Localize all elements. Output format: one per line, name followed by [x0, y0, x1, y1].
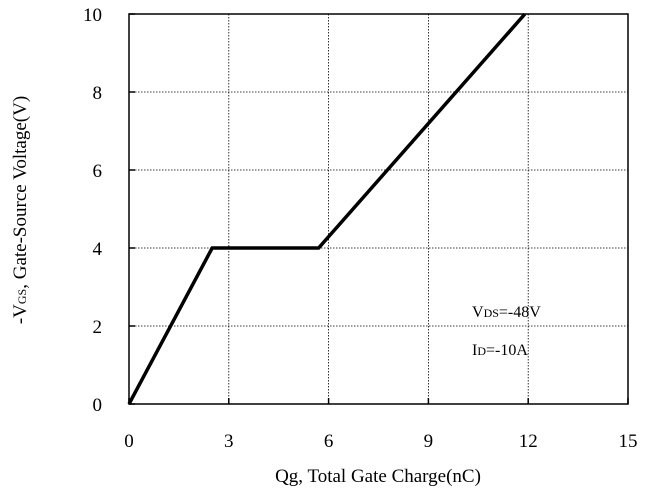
- id-annotation: ID=-10A: [472, 342, 528, 359]
- vds-prefix: V: [472, 304, 484, 321]
- vds-suffix: =-48V: [499, 304, 541, 321]
- x-tick-label: 6: [324, 431, 334, 452]
- y-tick-label: 10: [83, 5, 102, 26]
- tick-marks: [128, 13, 629, 405]
- id-subscript: D: [477, 344, 486, 358]
- y-tick-label: 6: [93, 161, 103, 182]
- gate-voltage-curve: [127, 12, 527, 405]
- vds-annotation: VDS=-48V: [472, 304, 541, 321]
- plot-frame: [128, 13, 629, 405]
- y-tick-label: 4: [93, 239, 103, 260]
- y-axis-label-subscript: GS: [15, 289, 29, 304]
- y-axis-label: -VGS, Gate-Source Voltage(V): [10, 96, 31, 324]
- y-axis-label-prefix: -V: [10, 304, 31, 324]
- vds-subscript: DS: [484, 306, 499, 320]
- x-tick-labels: 0 3 6 9 12 15: [124, 431, 637, 452]
- y-tick-label: 0: [93, 395, 103, 416]
- x-tick-label: 15: [619, 431, 638, 452]
- x-tick-label: 12: [519, 431, 538, 452]
- grid-lines: [129, 14, 628, 404]
- y-tick-label: 8: [93, 83, 103, 104]
- y-tick-label: 2: [93, 317, 103, 338]
- y-tick-labels: 0 2 4 6 8 10: [83, 5, 103, 416]
- x-tick-label: 9: [424, 431, 434, 452]
- id-prefix: I: [472, 342, 477, 359]
- y-axis-label-suffix: , Gate-Source Voltage(V): [10, 96, 31, 289]
- x-tick-label: 0: [124, 431, 134, 452]
- x-axis-label: Qg, Total Gate Charge(nC): [275, 466, 481, 487]
- id-suffix: =-10A: [486, 342, 528, 359]
- x-tick-label: 3: [224, 431, 234, 452]
